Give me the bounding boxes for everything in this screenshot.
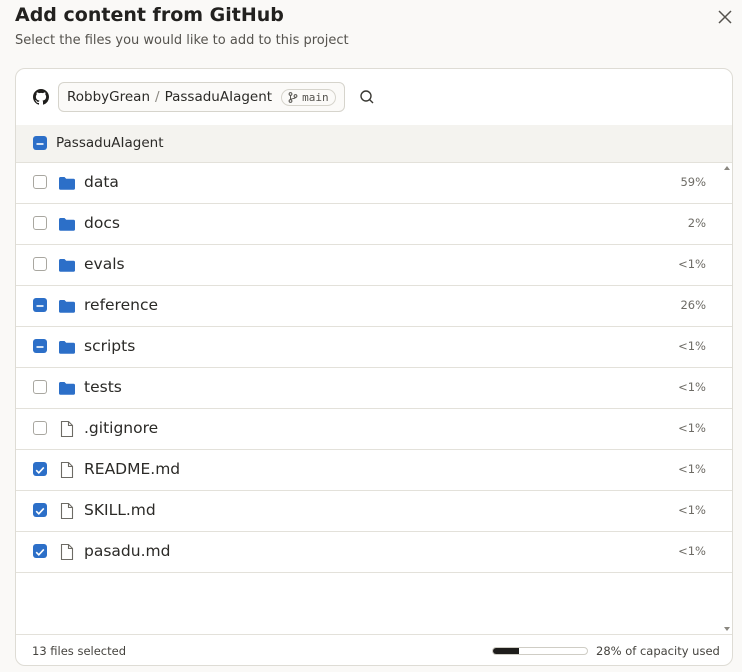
dash-icon xyxy=(36,346,44,348)
file-name: SKILL.md xyxy=(84,501,156,519)
file-size: 26% xyxy=(680,298,706,312)
dash-icon xyxy=(36,305,44,307)
footer: 13 files selected 28% of capacity used xyxy=(16,634,732,665)
file-row[interactable]: data 59% xyxy=(16,163,732,204)
separator: / xyxy=(155,89,160,105)
file-size: <1% xyxy=(678,421,706,435)
checkbox[interactable] xyxy=(33,462,47,476)
file-row[interactable]: .gitignore <1% xyxy=(16,409,732,450)
dialog-subtitle: Select the files you would like to add t… xyxy=(15,33,349,48)
branch-icon xyxy=(288,91,298,103)
file-row[interactable]: docs 2% xyxy=(16,204,732,245)
file-size: <1% xyxy=(678,544,706,558)
checkbox[interactable] xyxy=(33,175,47,189)
file-size: <1% xyxy=(678,503,706,517)
file-icon xyxy=(60,420,74,438)
file-size: 2% xyxy=(687,216,706,230)
github-icon xyxy=(33,89,49,105)
capacity-bar xyxy=(492,647,588,655)
file-size: <1% xyxy=(678,257,706,271)
search-button[interactable] xyxy=(359,89,375,105)
checkbox[interactable] xyxy=(33,136,47,150)
file-size: <1% xyxy=(678,339,706,353)
folder-icon xyxy=(59,300,75,313)
checkbox[interactable] xyxy=(33,544,47,558)
file-icon xyxy=(60,502,74,520)
file-size: 59% xyxy=(680,175,706,189)
folder-icon xyxy=(59,341,75,354)
root-name: PassaduAIagent xyxy=(56,135,164,151)
file-name: data xyxy=(84,173,119,191)
root-row[interactable]: PassaduAIagent xyxy=(16,125,732,163)
checkbox[interactable] xyxy=(33,503,47,517)
file-panel: RobbyGrean / PassaduAIagent main Passadu… xyxy=(15,68,733,666)
close-button[interactable] xyxy=(716,8,734,26)
check-icon xyxy=(35,548,45,556)
dash-icon xyxy=(36,143,44,145)
file-row[interactable]: pasadu.md <1% xyxy=(16,532,732,573)
scroll-up[interactable] xyxy=(723,165,731,171)
file-row[interactable]: evals <1% xyxy=(16,245,732,286)
file-name: README.md xyxy=(84,460,181,478)
repo-selector[interactable]: RobbyGrean / PassaduAIagent main xyxy=(58,82,345,112)
file-row[interactable]: tests <1% xyxy=(16,368,732,409)
checkbox[interactable] xyxy=(33,380,47,394)
checkbox[interactable] xyxy=(33,257,47,271)
file-row[interactable]: SKILL.md <1% xyxy=(16,491,732,532)
checkbox[interactable] xyxy=(33,298,47,312)
scroll-down[interactable] xyxy=(723,626,731,632)
repo-header: RobbyGrean / PassaduAIagent main xyxy=(16,69,732,126)
checkbox[interactable] xyxy=(33,216,47,230)
file-name: .gitignore xyxy=(84,419,159,437)
folder-icon xyxy=(59,382,75,395)
file-size: <1% xyxy=(678,380,706,394)
file-name: evals xyxy=(84,255,125,273)
capacity-label: 28% of capacity used xyxy=(596,644,720,658)
file-row[interactable]: scripts <1% xyxy=(16,327,732,368)
file-name: docs xyxy=(84,214,120,232)
file-icon xyxy=(60,543,74,561)
selected-count: 13 files selected xyxy=(32,644,126,658)
branch-badge[interactable]: main xyxy=(281,88,336,106)
repo-owner: RobbyGrean xyxy=(67,89,151,105)
file-name: reference xyxy=(84,296,159,314)
file-list: data 59% docs 2% evals <1% reference 26% scripts… xyxy=(16,163,732,633)
file-name: tests xyxy=(84,378,122,396)
file-row[interactable]: reference 26% xyxy=(16,286,732,327)
file-row[interactable]: README.md <1% xyxy=(16,450,732,491)
branch-name: main xyxy=(302,90,329,104)
check-icon xyxy=(35,507,45,515)
checkbox[interactable] xyxy=(33,339,47,353)
file-name: pasadu.md xyxy=(84,542,171,560)
file-icon xyxy=(60,461,74,479)
capacity-fill xyxy=(493,648,520,654)
folder-icon xyxy=(59,259,75,272)
check-icon xyxy=(35,466,45,474)
dialog-title: Add content from GitHub xyxy=(15,4,284,26)
folder-icon xyxy=(59,177,75,190)
file-name: scripts xyxy=(84,337,136,355)
file-size: <1% xyxy=(678,462,706,476)
repo-name: PassaduAIagent xyxy=(164,89,273,105)
folder-icon xyxy=(59,218,75,231)
checkbox[interactable] xyxy=(33,421,47,435)
